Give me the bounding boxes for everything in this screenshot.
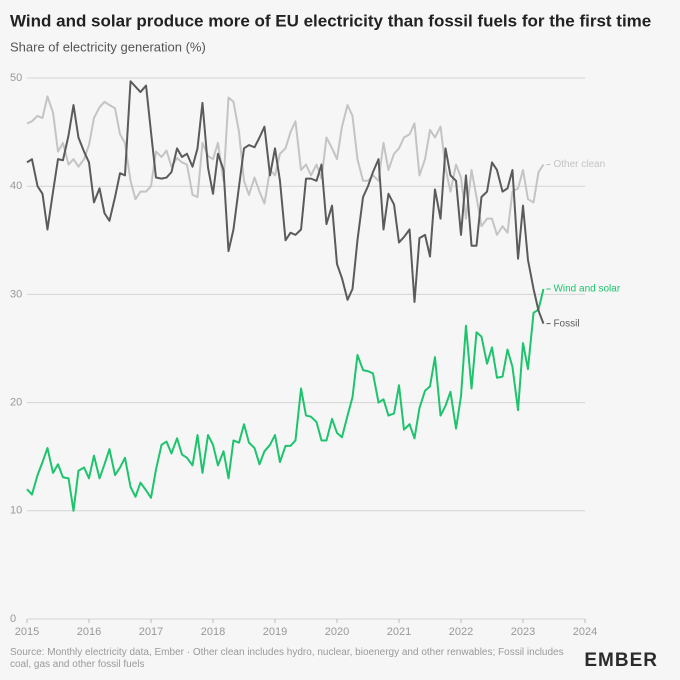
x-tick-label: 2024 (573, 626, 597, 638)
x-tick-label: 2016 (77, 626, 101, 638)
source-note: Source: Monthly electricity data, Ember … (10, 647, 564, 670)
y-tick-label: 40 (10, 180, 22, 192)
series-line (26, 288, 545, 512)
logo: EMBER (584, 650, 658, 671)
y-tick-label: 10 (10, 505, 22, 517)
y-tick-label: 30 (10, 288, 22, 300)
x-tick-label: 2015 (15, 626, 39, 638)
y-tick-label: 20 (10, 397, 22, 409)
series-line (26, 95, 545, 236)
legend-label: Fossil (553, 318, 579, 329)
x-tick-label: 2019 (263, 626, 287, 638)
legend-label: Wind and solar (553, 284, 620, 295)
x-tick-label: 2020 (325, 626, 349, 638)
chart-title: Wind and solar produce more of EU electr… (10, 11, 651, 30)
chart: Wind and solar produce more of EU electr… (10, 11, 651, 638)
y-tick-label: 0 (10, 613, 16, 625)
x-tick-label: 2018 (201, 626, 225, 638)
x-tick-label: 2022 (449, 626, 473, 638)
legend-label: Other clean (553, 159, 605, 170)
series-line (26, 80, 545, 324)
x-tick-label: 2017 (139, 626, 163, 638)
chart-subtitle: Share of electricity generation (%) (10, 39, 206, 54)
x-tick-label: 2023 (511, 626, 535, 638)
y-tick-label: 50 (10, 72, 22, 84)
x-tick-label: 2021 (387, 626, 411, 638)
